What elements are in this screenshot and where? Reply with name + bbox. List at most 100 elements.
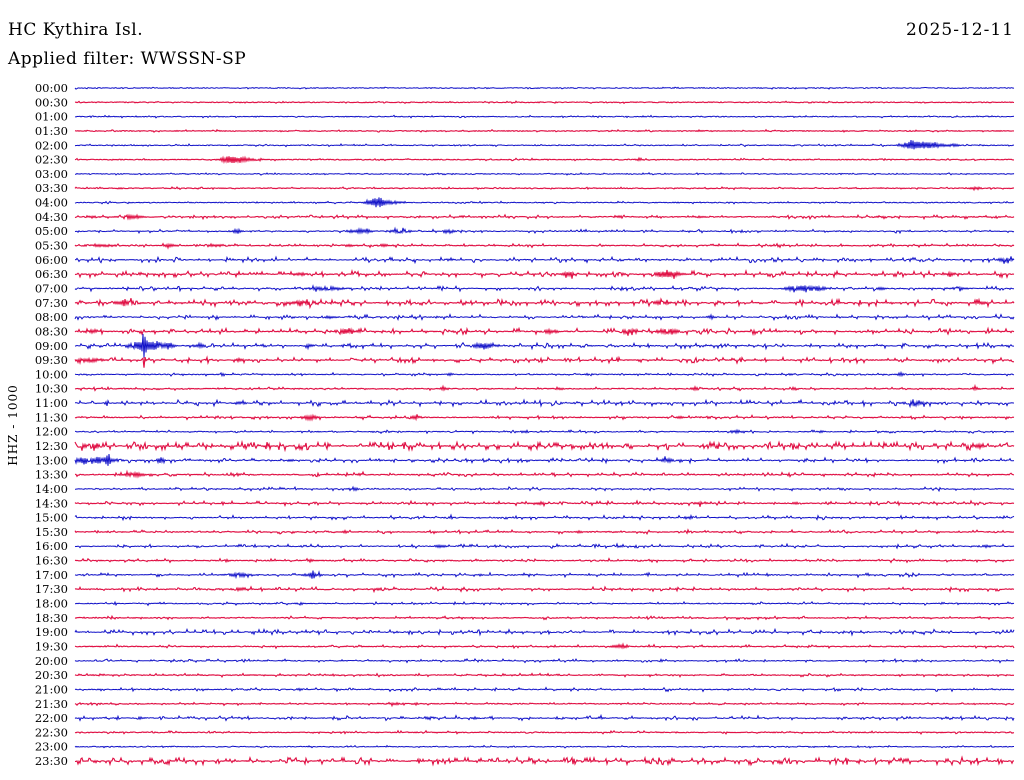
row-time-label: 11:00 <box>35 396 68 410</box>
trace-row <box>74 413 1015 422</box>
row-time-label: 04:00 <box>35 196 68 210</box>
trace-row <box>74 370 1015 378</box>
trace-row <box>74 398 1014 409</box>
trace-row <box>74 469 1015 479</box>
row-time-label: 15:30 <box>35 525 68 539</box>
trace-row <box>74 600 1015 607</box>
trace-row <box>74 499 1015 508</box>
trace-row <box>74 744 1014 749</box>
row-time-label: 23:00 <box>35 740 68 754</box>
row-time-label: 18:00 <box>35 597 68 611</box>
station-title: HC Kythira Isl. <box>8 20 144 40</box>
trace-row <box>74 128 1014 133</box>
date-label: 2025-12-11 <box>905 20 1014 40</box>
row-time-label: 12:30 <box>35 439 68 453</box>
trace-row <box>74 614 1015 621</box>
row-time-label: 10:00 <box>35 367 68 381</box>
row-time-label: 22:00 <box>35 711 68 725</box>
trace-row <box>74 570 1015 580</box>
trace-row <box>74 513 1015 522</box>
row-time-label: 09:30 <box>35 353 68 367</box>
trace-row <box>74 86 1015 90</box>
trace-row <box>74 155 1014 164</box>
row-time-label: 22:30 <box>35 725 68 739</box>
row-time-label: 02:30 <box>35 153 68 167</box>
trace-row <box>74 557 1015 564</box>
trace-row <box>75 755 1014 767</box>
trace-row <box>74 729 1015 736</box>
row-time-label: 21:30 <box>35 697 68 711</box>
trace-row <box>75 485 1014 493</box>
trace-row <box>74 585 1015 594</box>
trace-row <box>74 226 1015 235</box>
row-time-label: 10:30 <box>35 382 68 396</box>
row-time-label: 13:30 <box>35 468 68 482</box>
row-time-label: 01:00 <box>35 110 68 124</box>
row-time-label: 17:30 <box>35 582 68 596</box>
trace-row <box>74 242 1015 250</box>
row-time-label: 12:00 <box>35 425 68 439</box>
row-time-label: 08:30 <box>35 324 68 338</box>
trace-row <box>74 713 1015 722</box>
row-time-label: 13:00 <box>35 453 68 467</box>
row-time-label: 17:00 <box>35 568 68 582</box>
trace-row <box>74 355 1015 368</box>
trace-row <box>74 313 1015 322</box>
trace-row <box>74 326 1015 337</box>
row-time-label: 04:30 <box>35 210 68 224</box>
row-time-label: 07:30 <box>35 296 68 310</box>
row-time-label: 15:00 <box>35 511 68 525</box>
trace-row <box>74 333 1014 358</box>
row-time-label: 05:30 <box>35 239 68 253</box>
trace-row <box>74 658 1015 664</box>
trace-row <box>75 172 1015 176</box>
trace-row <box>74 213 1015 221</box>
row-time-label: 14:00 <box>35 482 68 496</box>
row-time-label: 03:00 <box>35 167 68 181</box>
row-time-label: 14:30 <box>35 496 68 510</box>
row-time-label: 06:30 <box>35 267 68 281</box>
row-time-label: 05:00 <box>35 224 68 238</box>
row-time-label: 20:00 <box>35 654 68 668</box>
row-time-label: 11:30 <box>35 410 68 424</box>
row-time-label: 02:00 <box>35 138 68 152</box>
row-time-label: 16:00 <box>35 539 68 553</box>
row-time-label: 08:00 <box>35 310 68 324</box>
row-time-label: 16:30 <box>35 554 68 568</box>
trace-row <box>75 428 1015 435</box>
trace-row <box>74 185 1015 192</box>
trace-row <box>74 672 1015 679</box>
trace-row <box>74 114 1015 119</box>
trace-row <box>74 297 1015 310</box>
row-time-label: 03:30 <box>35 181 68 195</box>
trace-row <box>74 642 1015 650</box>
row-time-label: 19:30 <box>35 639 68 653</box>
row-time-label: 21:00 <box>35 682 68 696</box>
row-time-label: 18:30 <box>35 611 68 625</box>
trace-row <box>74 140 1014 150</box>
row-time-label: 09:00 <box>35 339 68 353</box>
row-time-label: 06:00 <box>35 253 68 267</box>
trace-row <box>74 255 1015 265</box>
row-time-label: 19:00 <box>35 625 68 639</box>
row-time-label: 23:30 <box>35 754 68 768</box>
row-time-label: 07:00 <box>35 281 68 295</box>
trace-row <box>74 627 1015 637</box>
trace-row <box>74 528 1015 535</box>
row-time-label: 00:30 <box>35 95 68 109</box>
trace-row <box>74 453 1015 466</box>
trace-row <box>74 542 1015 550</box>
filter-label: Applied filter: WWSSN-SP <box>8 49 247 69</box>
trace-row <box>74 383 1015 392</box>
trace-row <box>74 284 1015 293</box>
row-time-label: 01:30 <box>35 124 68 138</box>
trace-row <box>74 439 1015 453</box>
trace-row <box>74 100 1014 105</box>
trace-row <box>74 701 1015 708</box>
trace-row <box>74 686 1015 693</box>
row-time-label: 20:30 <box>35 668 68 682</box>
row-time-label: 00:00 <box>35 81 68 95</box>
trace-row <box>74 197 1014 208</box>
